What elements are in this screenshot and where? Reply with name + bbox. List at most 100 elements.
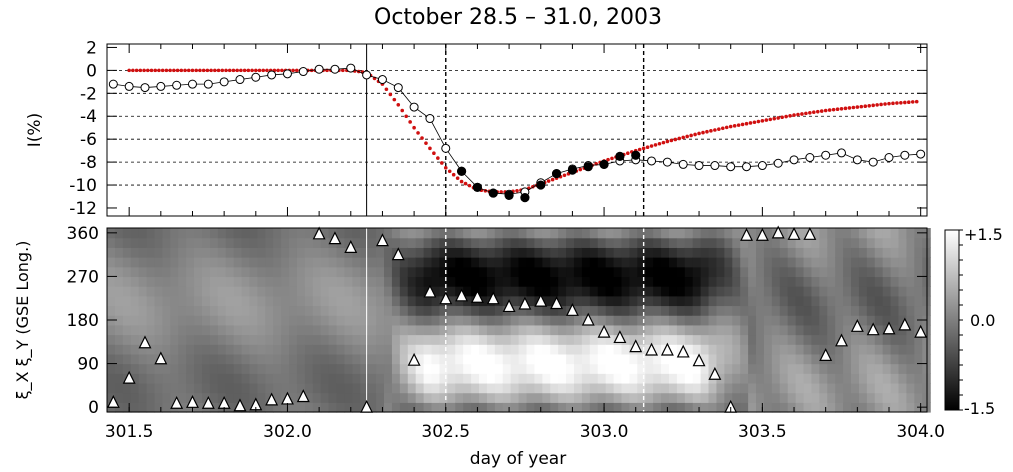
heatmap-cell <box>146 344 156 355</box>
heatmap-cell <box>906 382 915 394</box>
heatmap-cell <box>281 266 290 278</box>
heatmap-cell <box>724 363 733 374</box>
heatmap-cell <box>684 295 694 307</box>
heatmap-cell <box>558 257 567 268</box>
heatmap-cell <box>328 305 338 316</box>
heatmap-cell <box>882 315 892 326</box>
heatmap-cell <box>510 334 520 345</box>
heatmap-cell <box>510 266 520 278</box>
heatmap-cell <box>589 266 599 278</box>
heatmap-cell <box>843 228 852 239</box>
heatmap-cell <box>898 257 908 268</box>
open-circle-point <box>298 67 308 77</box>
heatmap-cell <box>795 353 805 365</box>
heatmap-cell <box>637 228 646 239</box>
heatmap-cell <box>526 402 536 413</box>
heatmap-cell <box>645 315 654 326</box>
heatmap-cell <box>645 276 654 287</box>
heatmap-cell <box>384 257 393 268</box>
heatmap-cell <box>209 257 219 268</box>
filled-circle-point <box>599 159 609 169</box>
heatmap-cell <box>130 266 140 278</box>
heatmap-cell <box>320 305 330 316</box>
heatmap-cell <box>241 257 251 268</box>
heatmap-cell <box>494 402 504 413</box>
heatmap-cell <box>447 276 456 287</box>
heatmap-cell <box>581 344 591 355</box>
heatmap-cell <box>851 286 860 297</box>
heatmap-cell <box>914 286 923 297</box>
heatmap-cell <box>811 315 820 326</box>
heatmap-cell <box>558 228 567 239</box>
heatmap-cell <box>146 382 156 394</box>
heatmap-cell <box>510 295 520 307</box>
heatmap-cell <box>874 237 884 248</box>
fit-dot <box>194 68 199 73</box>
heatmap-cell <box>827 305 836 316</box>
fit-dot <box>412 125 416 130</box>
heatmap-cell <box>249 228 258 239</box>
triangle-marker <box>375 233 389 247</box>
bottom-y-axis-label: ξ_X ξ_Y (GSE Long.) <box>13 241 33 400</box>
heatmap-cell <box>890 324 900 336</box>
fit-dot <box>190 68 195 73</box>
heatmap-cell <box>138 353 148 365</box>
heatmap-cell <box>668 266 678 278</box>
heatmap-cell <box>811 228 820 239</box>
heatmap-cell <box>589 373 599 384</box>
heatmap-cell <box>914 392 923 403</box>
heatmap-cell <box>494 266 504 278</box>
heatmap-cell <box>550 373 559 384</box>
heatmap-cell <box>684 266 694 278</box>
heatmap-cell <box>281 237 290 248</box>
heatmap-cell <box>795 363 805 374</box>
fit-dot <box>239 68 243 73</box>
fit-dot <box>261 68 266 73</box>
heatmap-cell <box>803 247 813 258</box>
heatmap-cell <box>336 353 346 365</box>
heatmap-cell <box>407 382 417 394</box>
heatmap-cell <box>447 382 456 394</box>
heatmap-cell <box>843 266 852 278</box>
heatmap-cell <box>787 392 797 403</box>
heatmap-cell <box>558 276 567 287</box>
heatmap-cell <box>566 295 575 307</box>
heatmap-cell <box>835 257 844 268</box>
heatmap-cell <box>320 247 330 258</box>
heatmap-cell <box>479 266 488 278</box>
heatmap-cell <box>479 353 488 365</box>
heatmap-cell <box>249 363 258 374</box>
heatmap-cell <box>225 382 235 394</box>
fit-dot <box>280 68 284 73</box>
heatmap-cell <box>874 334 884 345</box>
heatmap-cell <box>827 266 836 278</box>
heatmap-cell <box>368 257 377 268</box>
heatmap-cell <box>684 373 694 384</box>
heatmap-cell <box>629 334 638 345</box>
heatmap-cell <box>566 344 575 355</box>
heatmap-cell <box>771 257 781 268</box>
heatmap-cell <box>447 286 456 297</box>
open-circle-point <box>393 83 403 93</box>
heatmap-cell <box>589 402 599 413</box>
heatmap-cell <box>273 373 282 384</box>
fit-dot <box>847 106 852 110</box>
heatmap-cell <box>732 382 741 394</box>
heatmap-cell <box>360 353 369 365</box>
heatmap-cell <box>122 324 132 336</box>
heatmap-cell <box>566 237 575 248</box>
heatmap-cell <box>740 334 749 345</box>
triangle-marker <box>740 227 754 241</box>
heatmap-cell <box>178 247 187 258</box>
heatmap-cell <box>241 334 251 345</box>
heatmap-cell <box>906 266 915 278</box>
heatmap-cell <box>336 276 346 287</box>
heatmap-cell <box>439 257 448 268</box>
heatmap-cell <box>573 344 583 355</box>
heatmap-cell <box>542 373 551 384</box>
heatmap-cell <box>384 305 393 316</box>
heatmap-cell <box>819 334 828 345</box>
heatmap-cell <box>534 266 543 278</box>
heatmap-cell <box>676 247 686 258</box>
heatmap-cell <box>217 382 227 394</box>
